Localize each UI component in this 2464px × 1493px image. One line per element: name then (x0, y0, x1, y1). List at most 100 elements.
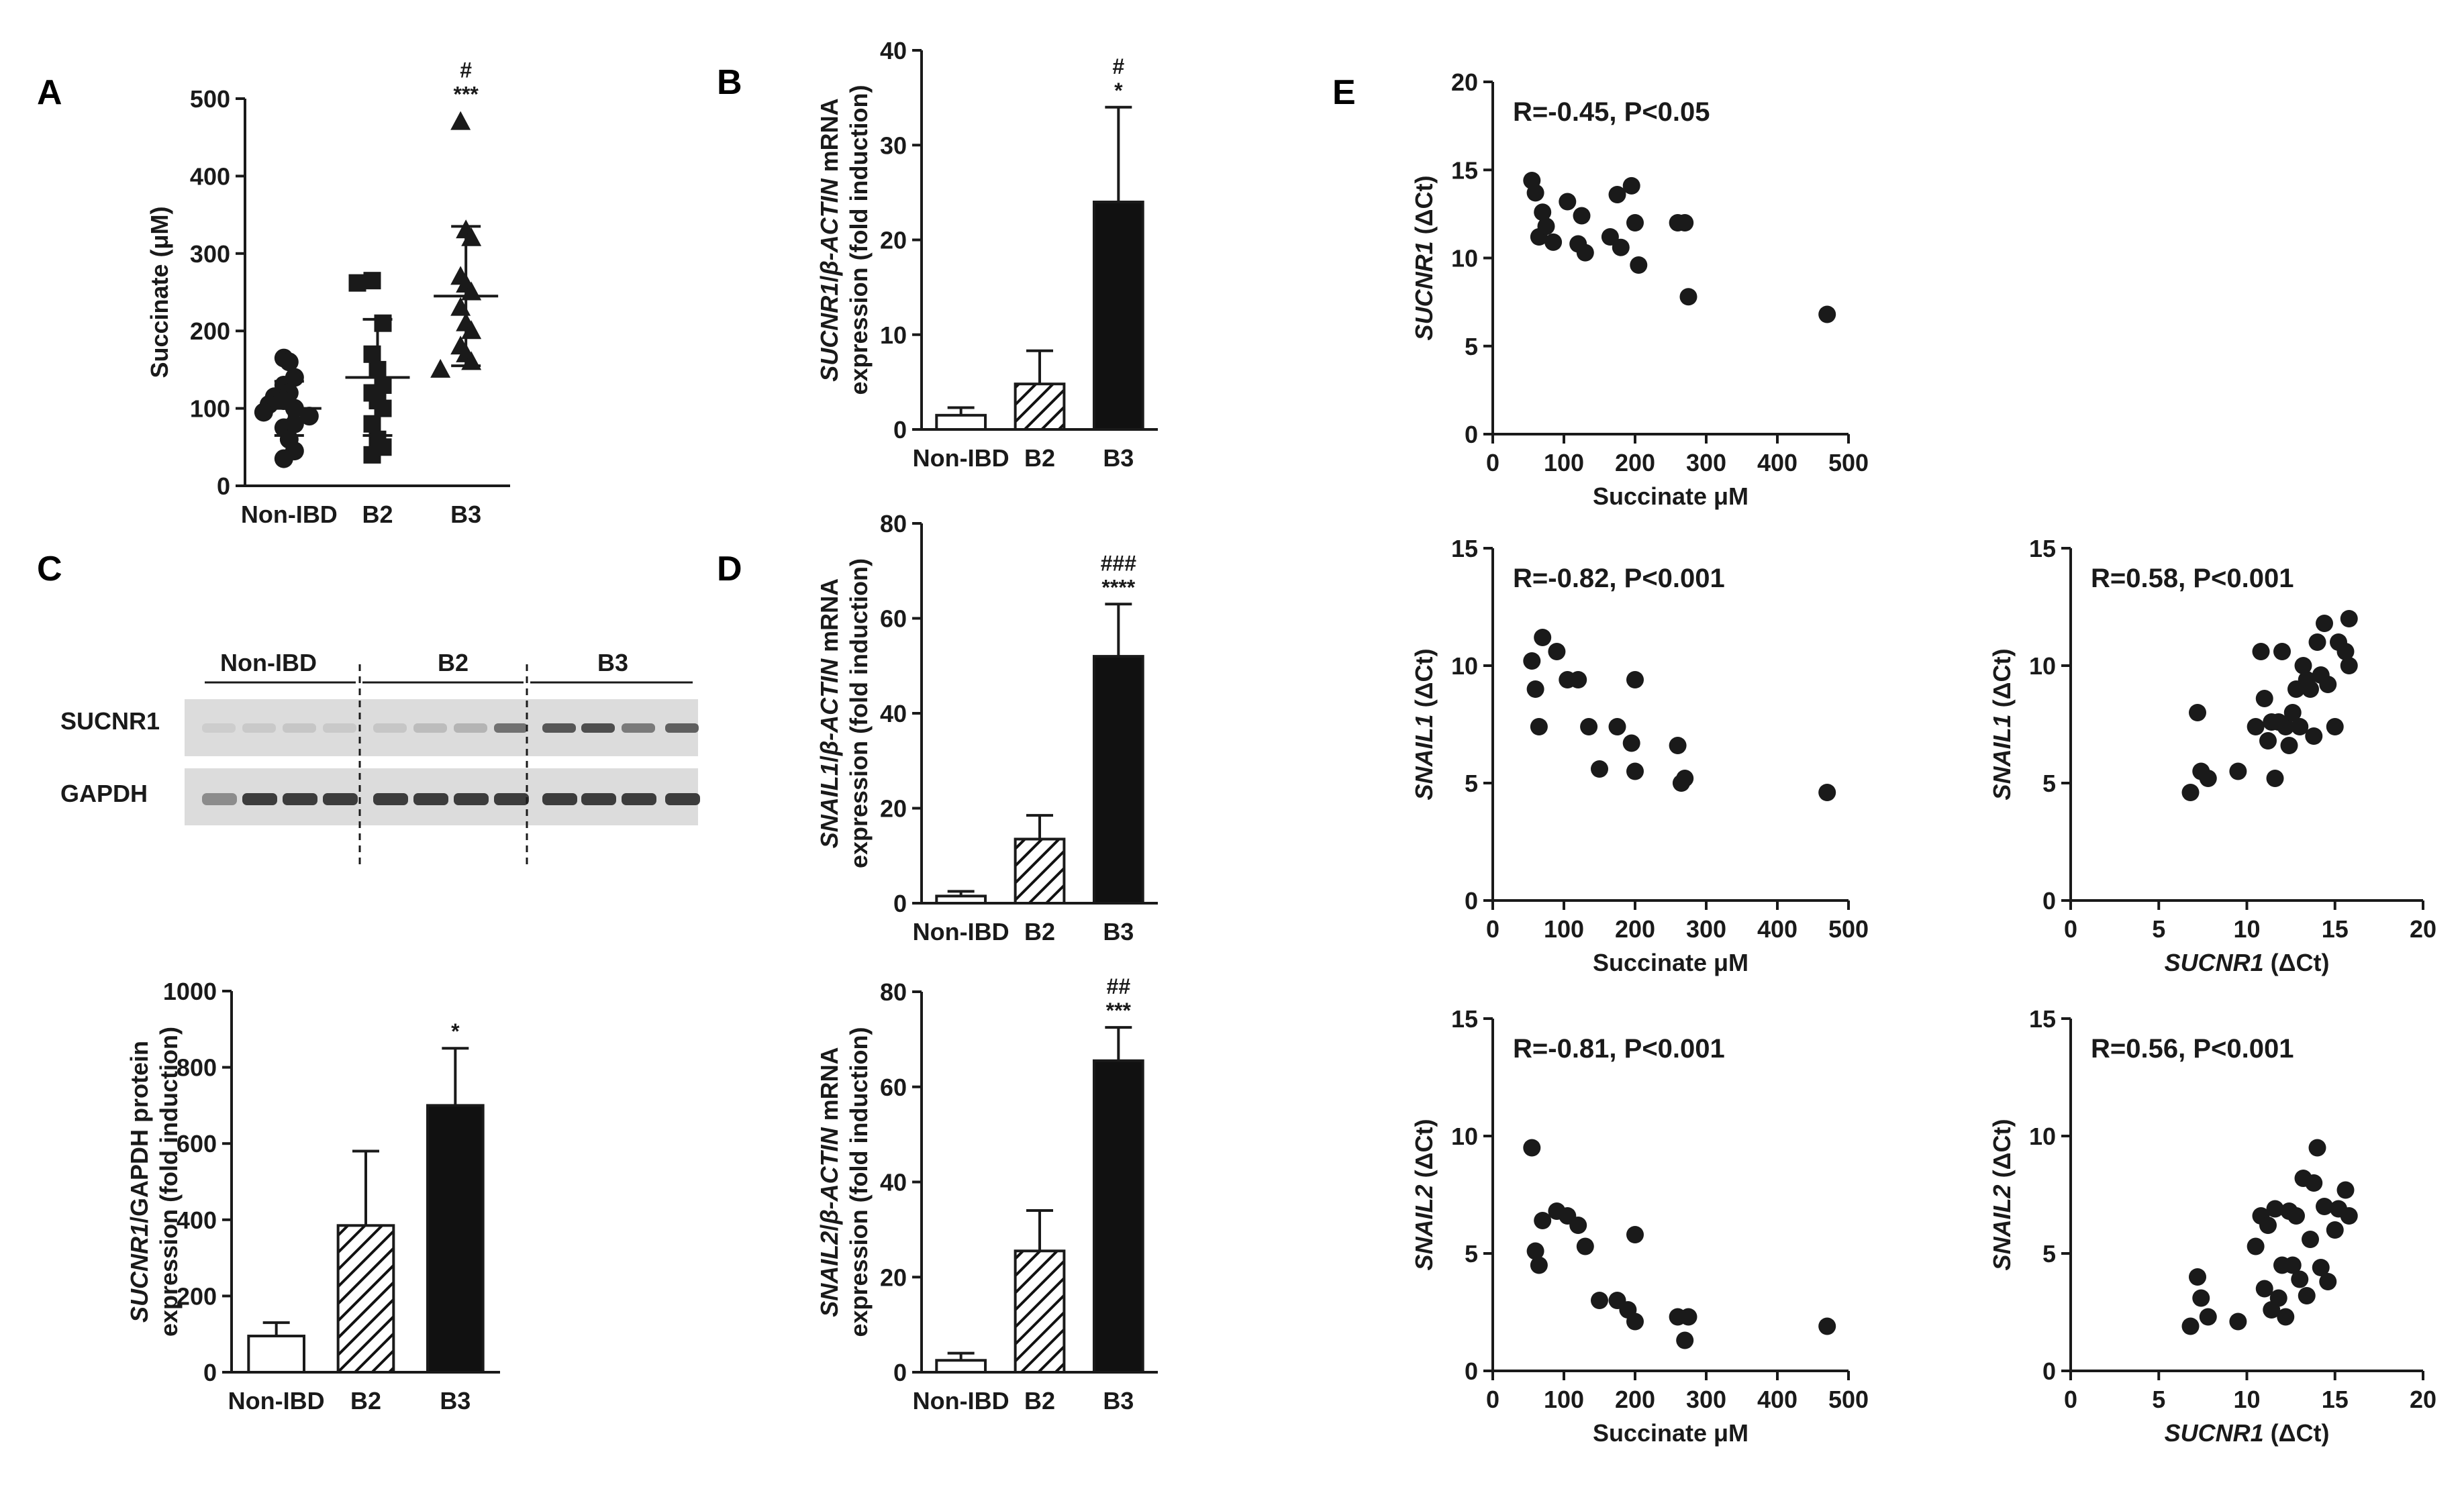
x-axis-label: SUCNR1 (ΔCt) (2165, 1419, 2330, 1447)
data-point (2302, 680, 2319, 698)
data-point (1580, 718, 1598, 735)
bar (1014, 382, 1066, 431)
data-point (2326, 1221, 2344, 1239)
x-tick-label: 100 (1544, 449, 1584, 476)
data-point (1818, 305, 1836, 323)
y-tick-label: 5 (2042, 1240, 2056, 1268)
band (202, 793, 237, 805)
band (454, 793, 489, 805)
label-part: (ΔCt) (1988, 649, 2016, 715)
data-point (1818, 1317, 1836, 1335)
bar (1014, 1249, 1066, 1374)
band (665, 723, 699, 733)
x-axis-label: Succinate μM (1593, 482, 1748, 510)
x-tick-label: 5 (2152, 1386, 2165, 1413)
data-point (2229, 1312, 2247, 1331)
label-part: Succinate μM (1593, 949, 1748, 976)
y-tick-label: 20 (1451, 68, 1478, 96)
data-point (2229, 762, 2247, 780)
x-tick-label: 20 (2410, 915, 2436, 943)
x-tick-label: B2 (362, 501, 393, 528)
band (323, 723, 356, 733)
chart-E-snail1-vs-succinate: 0 5 10 15 0 100 200 300 400 500 R=-0.82, P<0.001 Su… (1410, 535, 1869, 976)
y-tick-label: 10 (2029, 652, 2056, 680)
data-point (2269, 1289, 2287, 1307)
data-point (2247, 718, 2265, 735)
y-tick-label: 600 (177, 1130, 217, 1157)
data-point (2189, 704, 2206, 721)
x-tick-label: 10 (2233, 915, 2260, 943)
x-tick-label: B3 (1103, 1387, 1134, 1414)
data-point (2294, 657, 2312, 674)
x-tick-label: 200 (1615, 915, 1655, 943)
y-axis-label: SUCNR1/β-ACTIN mRNA (816, 98, 843, 381)
data-point (2291, 718, 2309, 735)
data-point (1544, 233, 1563, 251)
significance-mark: * (451, 1019, 460, 1043)
y-tick-label: 0 (893, 890, 907, 917)
data-point (2319, 676, 2337, 693)
bar (1092, 1059, 1144, 1374)
label-part: SUCNR1 (816, 282, 843, 382)
y-tick-label: 400 (177, 1206, 217, 1234)
data-point (1559, 193, 1577, 211)
x-tick-label: 5 (2152, 915, 2165, 943)
label-part: SNAIL1 (1410, 714, 1438, 800)
x-tick-label: 15 (2322, 1386, 2349, 1413)
x-tick-label: B3 (1103, 444, 1134, 472)
data-point (2340, 1207, 2358, 1225)
data-point (1569, 1217, 1587, 1234)
bar (1092, 201, 1144, 431)
y-tick-label: 10 (2029, 1123, 2056, 1150)
bar (336, 1224, 395, 1374)
data-point (2283, 1256, 2302, 1274)
data-point (1608, 718, 1626, 735)
label-part: Succinate μM (1593, 482, 1748, 510)
x-tick-label: B3 (450, 501, 481, 528)
data-point (2287, 1207, 2305, 1225)
band (373, 723, 407, 733)
data-point (363, 272, 381, 290)
data-point (1630, 256, 1648, 274)
panel-letter-C: C (37, 550, 62, 588)
data-point (1622, 734, 1640, 752)
data-point (299, 407, 319, 426)
data-point (2181, 784, 2200, 801)
y-axis-label-2: expression (fold induction) (155, 1027, 183, 1337)
label-part: SNAIL2 (816, 1231, 843, 1317)
y-tick-label: 0 (893, 1359, 907, 1386)
significance-mark: *** (453, 83, 479, 107)
data-point (1523, 652, 1541, 670)
y-tick-label: 80 (880, 978, 907, 1006)
bar (935, 894, 987, 905)
label-part: / (816, 1225, 843, 1231)
significance-mark: *** (1106, 998, 1132, 1023)
label-part: mRNA (816, 578, 843, 659)
data-point (1676, 770, 1694, 787)
bar (426, 1104, 485, 1374)
data-point (1548, 643, 1566, 660)
y-tick-label: 0 (2042, 887, 2056, 915)
data-point (1679, 288, 1697, 306)
data-point (279, 352, 299, 372)
x-tick-label: 0 (1486, 449, 1499, 476)
data-point (348, 274, 366, 292)
y-tick-label: 60 (880, 605, 907, 633)
y-tick-label: 500 (190, 85, 230, 113)
data-point (2340, 610, 2358, 627)
data-point (1679, 1308, 1697, 1326)
y-axis-label: SNAIL1/β-ACTIN mRNA (816, 578, 843, 848)
data-point (1591, 760, 1608, 778)
x-tick-label: 300 (1686, 1386, 1726, 1413)
x-tick-label: 100 (1544, 915, 1584, 943)
data-point (1601, 228, 1619, 246)
label-part: SNAIL2 (1988, 1184, 2016, 1270)
x-tick-label: 200 (1615, 1386, 1655, 1413)
panel-letter-B: B (717, 63, 742, 102)
western-blot: Non-IBD B2 B3 SUCNR1 GAPDH (60, 649, 700, 866)
y-tick-label: 20 (880, 795, 907, 823)
y-axis-label: SNAIL2 (ΔCt) (1988, 1119, 2016, 1271)
y-tick-label: 0 (1465, 887, 1478, 915)
data-point (2199, 1308, 2217, 1326)
data-point (1530, 718, 1548, 735)
